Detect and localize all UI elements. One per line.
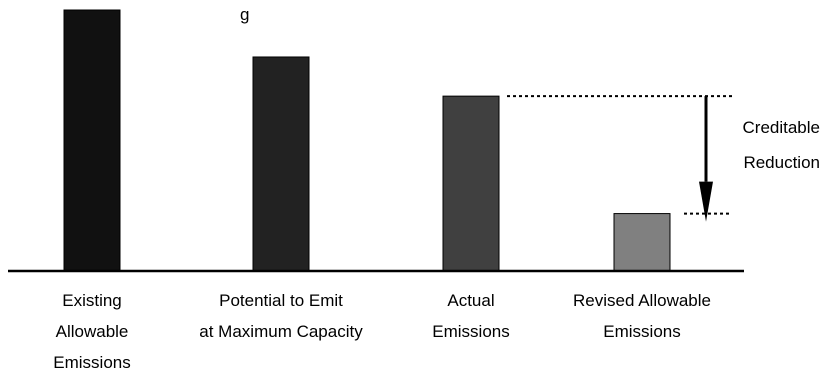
category-label: Emissions	[53, 353, 130, 372]
category-labels: Existing Allowable Emissions Potential to E…	[53, 291, 711, 372]
annotation-label: Creditable	[743, 118, 821, 137]
creditable-reduction-annotation: Creditable Reduction	[507, 95, 821, 222]
reduction-arrow-head	[699, 181, 713, 222]
bars	[63, 9, 671, 272]
bar	[442, 95, 500, 272]
category-label: Allowable	[56, 322, 129, 341]
bar	[63, 9, 121, 272]
category-label: Revised Allowable	[573, 291, 711, 310]
bar	[613, 213, 671, 272]
category-label: at Maximum Capacity	[199, 322, 363, 341]
category-label: Existing	[62, 291, 122, 310]
category-label: Emissions	[603, 322, 680, 341]
annotation-label: Reduction	[743, 153, 820, 172]
category-label: Actual	[447, 291, 494, 310]
chart-title-fragment: g	[240, 5, 249, 24]
bar	[252, 56, 310, 272]
category-label: Emissions	[432, 322, 509, 341]
category-label: Potential to Emit	[219, 291, 343, 310]
